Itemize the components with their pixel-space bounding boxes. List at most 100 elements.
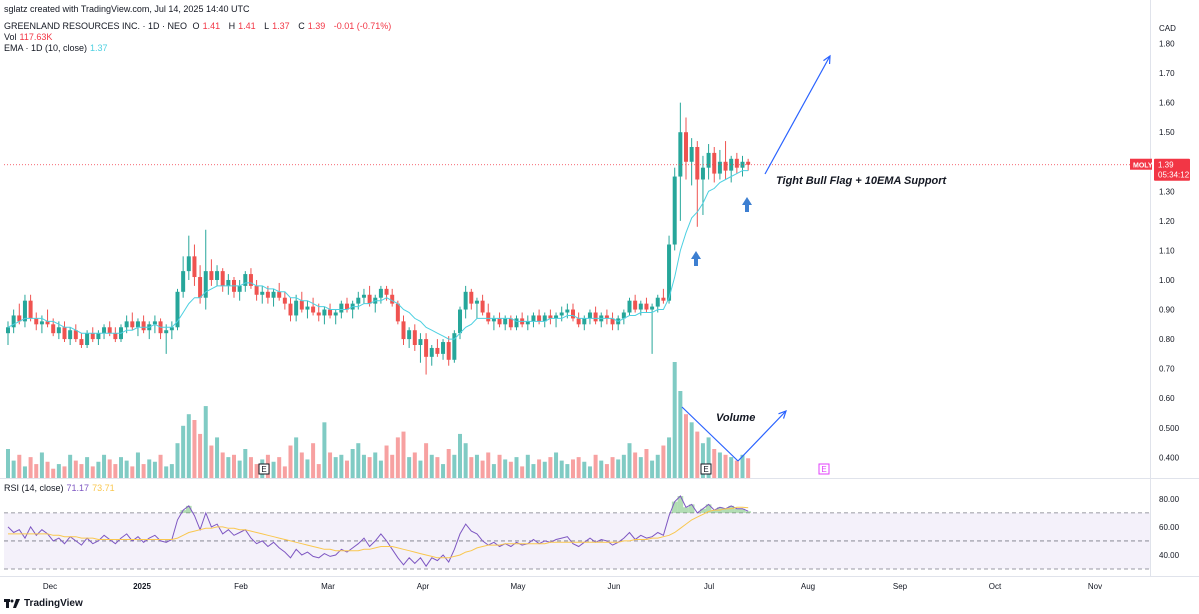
ohlc-low: L 1.37: [264, 21, 293, 31]
volume-legend[interactable]: Vol 117.63K: [4, 32, 55, 43]
volume-bar: [734, 460, 739, 478]
candle-body: [152, 321, 157, 325]
volume-bar: [497, 454, 502, 478]
price-tag: [1154, 158, 1190, 181]
candle-body: [56, 327, 61, 334]
volume-bar: [616, 459, 621, 478]
candle-body: [378, 288, 383, 298]
candle-body: [667, 244, 672, 301]
volume-bar: [232, 454, 236, 478]
ohlc-close-value: 1.39: [307, 21, 326, 31]
rsi-overbought-fill: [180, 496, 752, 513]
time-tick-label: Sep: [893, 582, 908, 591]
candle-body: [435, 347, 440, 354]
time-tick-label: 2025: [133, 582, 151, 591]
ohlc-high-value: 1.41: [238, 21, 256, 31]
candle-body: [565, 309, 570, 313]
candle-body: [271, 291, 276, 298]
volume-bar: [11, 460, 16, 478]
volume-bar: [119, 457, 123, 478]
volume-bar: [723, 454, 728, 478]
volume-bar: [508, 461, 513, 478]
volume-bar: [28, 457, 33, 478]
time-tick-label: Jun: [608, 582, 621, 591]
candle-body: [746, 161, 751, 165]
volume-bar: [582, 461, 587, 478]
time-tick-label: Nov: [1088, 582, 1102, 591]
volume-bar: [243, 449, 248, 478]
candle-body: [322, 309, 327, 316]
volume-bar: [17, 454, 22, 478]
volume-bar: [655, 454, 660, 478]
volume-bar: [215, 437, 220, 478]
volume-bar: [305, 459, 310, 478]
candle-body: [265, 291, 270, 298]
candle-body: [113, 333, 118, 340]
rsi-legend[interactable]: RSI (14, close) 71.17 73.71: [4, 483, 118, 494]
candle-body: [729, 158, 734, 171]
candle-body: [638, 303, 643, 310]
created-by-text: sglatz created with TradingView.com, Jul…: [4, 4, 250, 14]
volume-bar: [164, 466, 169, 478]
volume-bar: [181, 425, 186, 478]
candle-body: [39, 321, 44, 325]
candle-body: [90, 333, 95, 340]
candle-body: [542, 315, 547, 322]
volume-label: Vol: [4, 32, 17, 42]
time-tick-label: Feb: [234, 582, 248, 591]
volume-bar: [571, 459, 575, 478]
volume-bar: [390, 454, 395, 478]
candle-body: [576, 318, 581, 325]
ohlc-high: H 1.41: [229, 21, 259, 31]
symbol-line: GREENLAND RESOURCES INC. · 1D · NEO O 1.4…: [4, 21, 394, 32]
volume-bar: [73, 460, 78, 478]
volume-bar: [294, 437, 299, 478]
price-tick-label: 0.60: [1159, 394, 1175, 403]
candle-body: [164, 330, 169, 334]
candle-body: [424, 339, 429, 357]
volume-rise-arrow-head: [778, 410, 787, 419]
candle-body: [62, 327, 67, 340]
volume-bar: [192, 420, 197, 478]
rsi-background: [4, 512, 1150, 570]
volume-bar: [576, 457, 581, 478]
rsi-tick-label: 40.00: [1159, 551, 1180, 560]
volume-bar: [56, 464, 61, 478]
volume-bar: [45, 461, 50, 478]
candle-body: [34, 318, 39, 325]
volume-annotation-label: Volume: [716, 412, 755, 424]
volume-bar: [220, 452, 225, 478]
candle-body: [672, 176, 677, 245]
volume-bar: [102, 454, 107, 478]
candle-body: [209, 271, 214, 280]
candle-body: [593, 312, 598, 322]
price-tick-label: 1.80: [1159, 40, 1175, 49]
candle-body: [11, 315, 16, 328]
tradingview-logo[interactable]: TradingView: [4, 598, 83, 609]
candle-body: [203, 271, 208, 298]
candle-body: [28, 300, 33, 319]
candle-body: [689, 146, 694, 162]
ema-line: [7, 170, 749, 340]
volume-bar: [565, 464, 570, 478]
volume-bar: [401, 431, 406, 478]
ema-legend[interactable]: EMA · 1D (10, close) 1.37: [4, 43, 111, 54]
candle-body: [412, 330, 417, 346]
rsi-ma-line: [8, 506, 749, 559]
candle-body: [723, 161, 728, 171]
price-tick-label: 1.10: [1159, 246, 1175, 255]
volume-bar: [554, 452, 559, 478]
candle-body: [587, 312, 592, 319]
volume-bar: [277, 457, 282, 478]
candle-body: [367, 294, 372, 304]
volume-bar: [254, 464, 259, 478]
volume-bar: [113, 464, 118, 478]
volume-bar: [361, 454, 366, 478]
volume-bar: [141, 464, 146, 478]
volume-bar: [746, 458, 751, 478]
candle-body: [339, 303, 344, 313]
candle-body: [734, 158, 739, 168]
price-tick-label: 1.70: [1159, 69, 1175, 78]
ohlc-close: C 1.39: [298, 21, 328, 31]
